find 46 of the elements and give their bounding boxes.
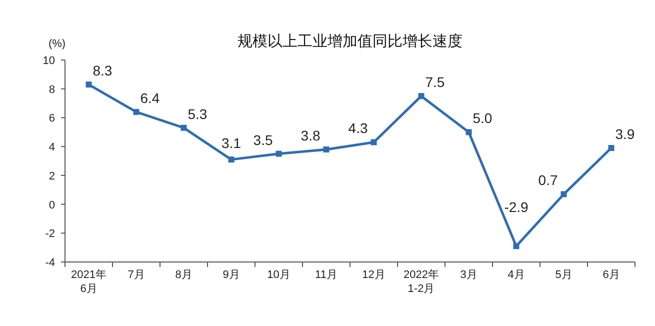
data-label: 5.3 (188, 106, 208, 122)
data-label: 8.3 (92, 62, 112, 79)
y-tick-label: 0 (48, 199, 55, 212)
x-tick-label: 4月 (508, 269, 525, 281)
data-label: -2.9 (504, 198, 529, 215)
y-tick-label: -2 (45, 228, 55, 240)
data-label: 3.8 (300, 127, 320, 144)
data-label: 3.9 (615, 126, 635, 142)
x-tick-label: 5月 (555, 269, 572, 281)
point (513, 243, 520, 250)
point (608, 145, 614, 152)
x-tick-label: 3月 (460, 269, 478, 281)
y-tick-label: 2 (48, 170, 55, 182)
y-axis-title: (%) (48, 38, 66, 50)
y-tick-label: 6 (48, 112, 55, 125)
data-label: 5.0 (472, 110, 492, 126)
y-tick-label: 10 (42, 55, 55, 67)
point (86, 82, 92, 88)
point (370, 139, 377, 146)
data-label: 0.7 (538, 172, 558, 188)
point (180, 124, 187, 131)
data-label: 4.3 (348, 120, 368, 136)
x-tick-label: 2022年 1-2月 (404, 269, 439, 295)
y-tick-label: -4 (45, 257, 55, 269)
point (276, 150, 282, 157)
x-tick-label: 8月 (175, 269, 192, 281)
data-label: 7.5 (425, 74, 445, 90)
point (418, 93, 424, 100)
x-tick-label: 11月 (315, 269, 338, 281)
x-tick-label: 9月 (222, 269, 240, 281)
data-label: 6.4 (140, 90, 160, 106)
y-tick-label: 4 (48, 142, 55, 154)
x-tick-label: 10月 (267, 269, 290, 281)
x-tick-label: 2021年 6月 (71, 269, 106, 295)
x-tick-label: 6月 (602, 269, 620, 281)
point (323, 146, 330, 152)
point (133, 108, 140, 115)
point (228, 156, 234, 163)
data-label: 3.1 (222, 134, 242, 151)
chart-title: 规模以上工业增加值同比增长速度 (238, 33, 462, 50)
y-tick-label: 8 (48, 84, 55, 96)
x-tick-label: 7月 (128, 269, 145, 281)
data-label: 3.5 (253, 132, 273, 148)
point (560, 191, 567, 198)
point (466, 129, 472, 136)
x-tick-label: 12月 (362, 269, 386, 281)
